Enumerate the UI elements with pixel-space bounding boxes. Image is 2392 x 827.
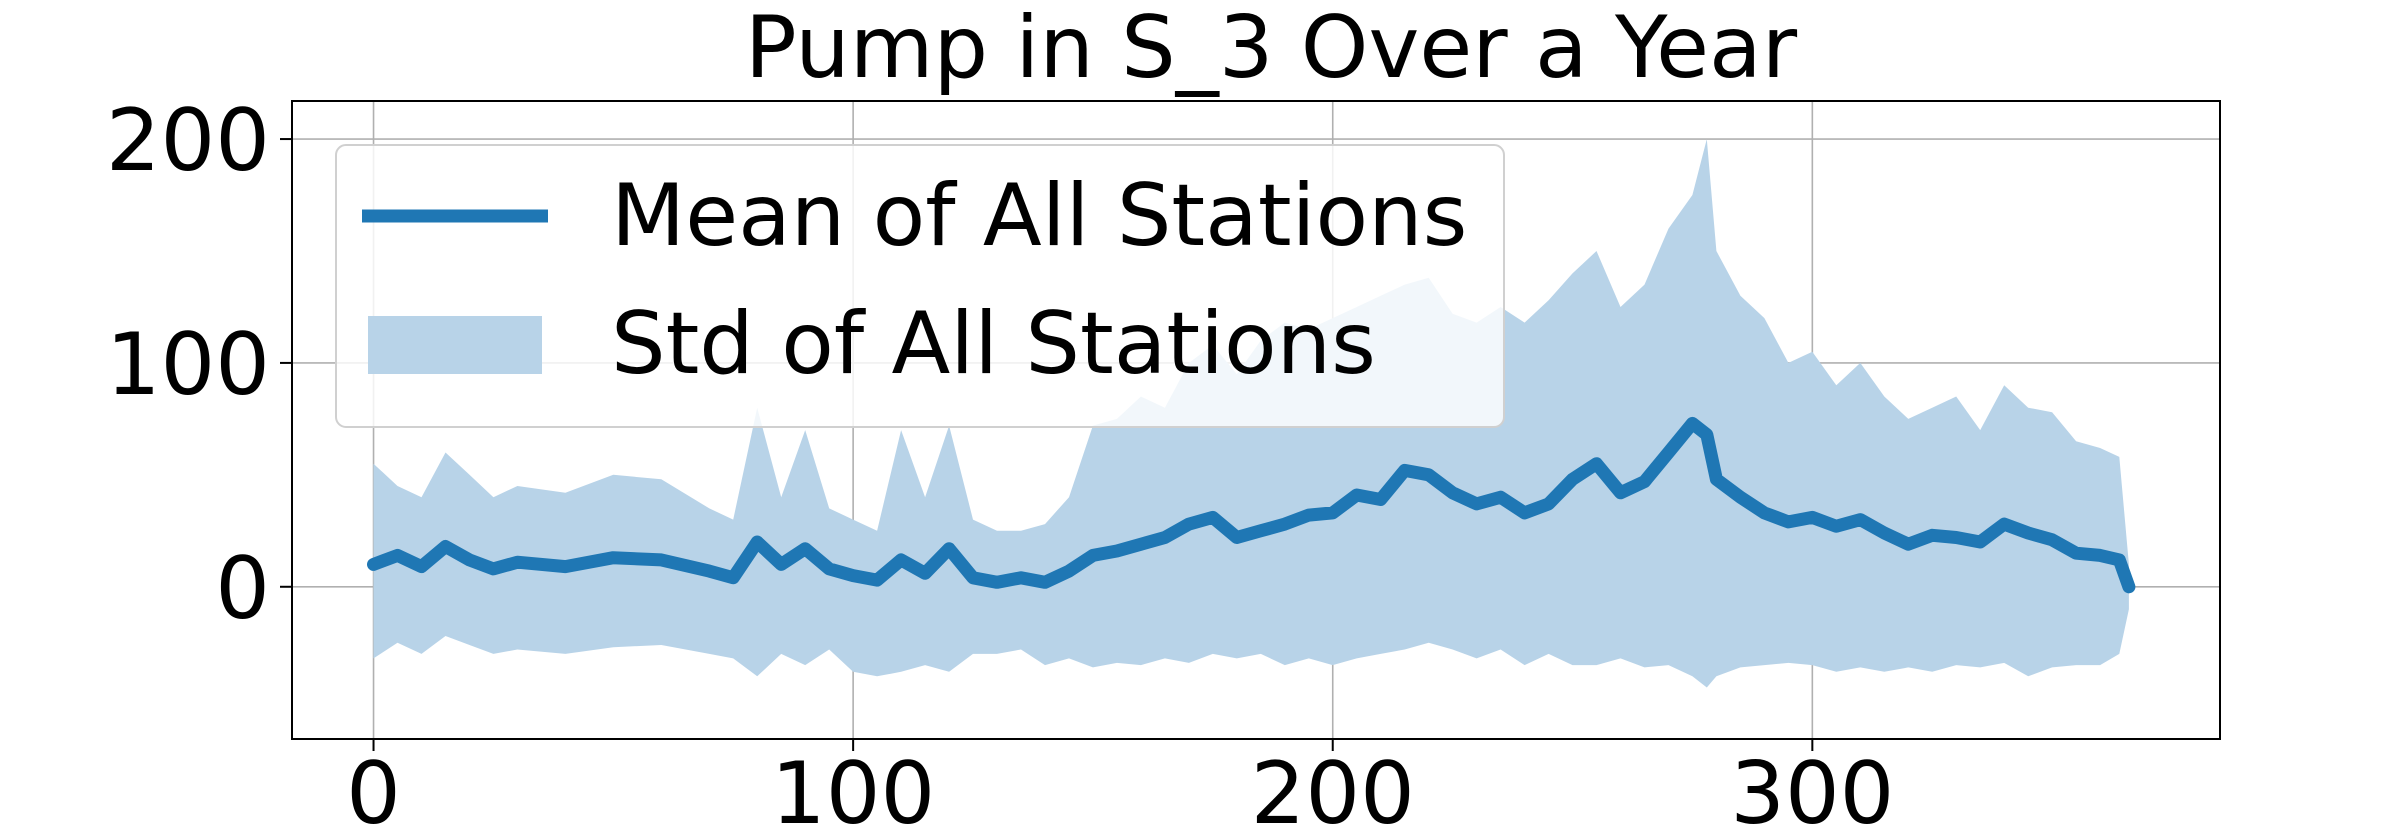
legend-std-label: Std of All Stations: [611, 294, 1376, 394]
x-tick-label: 0: [346, 744, 401, 827]
legend-box: [335, 144, 1505, 428]
chart-title: Pump in S_3 Over a Year: [745, 0, 1798, 98]
y-axis: 0 100 200: [106, 91, 292, 639]
plot-frame: [291, 100, 2221, 740]
legend-mean-label: Mean of All Stations: [611, 166, 1467, 266]
x-tick-label: 100: [771, 744, 935, 827]
legend: Mean of All Stations Std of All Stations: [335, 144, 1505, 428]
x-axis: 0 100 200 300: [346, 739, 1894, 827]
x-tick-label: 200: [1251, 744, 1415, 827]
y-tick-label: 200: [106, 91, 270, 191]
mean-line: [367, 416, 2136, 594]
legend-std-swatch: [368, 316, 542, 374]
x-tick-label: 300: [1730, 744, 1894, 827]
y-tick-label: 0: [215, 539, 270, 639]
mean-line-layer: [367, 416, 2136, 594]
y-tick-label: 100: [106, 315, 270, 415]
